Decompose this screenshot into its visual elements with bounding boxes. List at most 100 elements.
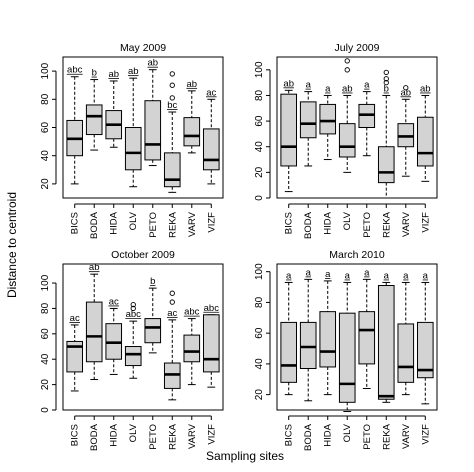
box-iqr [416,321,434,379]
box-PETO: a [358,80,376,157]
outlier-point [169,82,175,88]
box-REKA: bc [163,71,181,193]
significance-letter: a [364,267,370,278]
box-iqr [299,101,317,139]
box-iqr [66,340,84,373]
significance-letter: ab [147,58,158,69]
box-REKA: b [377,69,395,199]
box-HIDA: a [319,269,337,396]
y-tick-label: 60 [254,327,265,339]
y-tick-label: 80 [254,89,265,101]
box-iqr [124,127,142,171]
box-iqr [144,100,162,161]
box-BODA: ab [85,262,103,381]
significance-letter: b [150,276,155,287]
x-tick-label: VIZF [420,212,431,233]
y-tick-label: 60 [254,115,265,127]
significance-letter: a [306,267,312,278]
x-tick-label: REKA [381,423,392,450]
significance-letter: a [325,83,331,94]
y-tick-label: 100 [254,263,265,280]
y-tick-label: 60 [40,328,51,340]
box-OLV: abc [124,301,142,379]
box-iqr [183,117,201,147]
box-BICS: abc [66,65,84,185]
box-VIZF: ac [202,87,220,185]
outlier-point [383,69,389,76]
significance-letter: ab [400,87,411,98]
plot-frame [276,56,438,199]
outlier-point [344,58,350,64]
significance-letter: ac [70,313,80,324]
x-tick-label: VARV [401,211,412,237]
box-VARV: a [397,270,415,396]
box-VARV: abc [183,307,201,386]
outlier-point [130,305,136,312]
panel-0: May 2009 20 40 60 80 100 BICS BODA HIDA OLV PETO RE… [40,42,224,239]
x-tick-label: BODA [303,211,314,239]
significance-letter: a [345,270,351,281]
y-tick-label: 40 [40,150,51,162]
box-iqr [416,116,434,167]
outlier-point [383,76,389,82]
plot-frame [62,56,224,199]
box-iqr [163,152,181,188]
y-tick-label: 80 [40,302,51,314]
y-tick-label: 40 [40,353,51,365]
significance-letter: ac [109,296,119,307]
x-tick-label: BODA [89,211,100,239]
outlier-point [344,67,350,73]
y-tick-label: 60 [40,122,51,134]
x-tick-label: REKA [167,423,178,450]
outlier-point [169,95,175,101]
box-iqr [397,323,415,383]
box-HIDA: ab [105,69,123,148]
box-VIZF: ab [416,83,434,182]
x-tick-label: PETO [362,424,373,450]
y-tick-label: 40 [254,358,265,370]
significance-letter: abc [126,309,142,320]
x-tick-label: HIDA [323,211,334,234]
panel-title: October 2009 [111,249,175,261]
box-VIZF: a [416,270,434,405]
x-tick-label: BICS [70,212,81,234]
x-tick-label: VIZF [206,424,217,445]
panel-3: March 2010 20 40 60 80 100 BICS BODA HIDA OLV PETO… [254,249,438,451]
x-tick-label: VIZF [206,212,217,233]
box-iqr [280,321,298,383]
panel-1: July 2009 0 20 40 60 80 100 BICS BODA HIDA OLV PETO… [254,42,438,239]
box-iqr [124,346,142,367]
y-tick-label: 100 [40,274,51,291]
outlier-point [169,71,175,77]
significance-letter: ab [89,262,100,273]
box-BODA: b [85,68,103,151]
box-iqr [377,146,395,184]
x-tick-label: OLV [342,423,353,442]
significance-letter: ab [283,78,294,89]
box-OLV: ab [124,66,142,188]
box-BODA: a [299,80,317,167]
box-iqr [144,318,162,344]
box-iqr [85,301,103,363]
significance-letter: abc [184,307,200,318]
box-iqr [319,103,337,135]
y-tick-label: 80 [40,93,51,105]
y-tick-label: 100 [254,61,265,78]
x-tick-label: VARV [187,423,198,449]
box-BODA: a [299,267,317,402]
x-tick-label: REKA [167,211,178,238]
x-tick-label: PETO [148,212,159,238]
box-BICS: ac [66,313,84,392]
plot-frame [62,263,224,411]
y-tick-label: 20 [40,178,51,190]
significance-letter: b [92,68,97,79]
x-tick-label: BODA [89,423,100,451]
y-tick-label: 20 [254,166,265,178]
outlier-point [130,301,136,308]
significance-letter: ab [108,69,119,80]
significance-letter: a [384,270,390,281]
x-tick-label: OLV [128,423,139,442]
x-tick-label: REKA [381,211,392,238]
